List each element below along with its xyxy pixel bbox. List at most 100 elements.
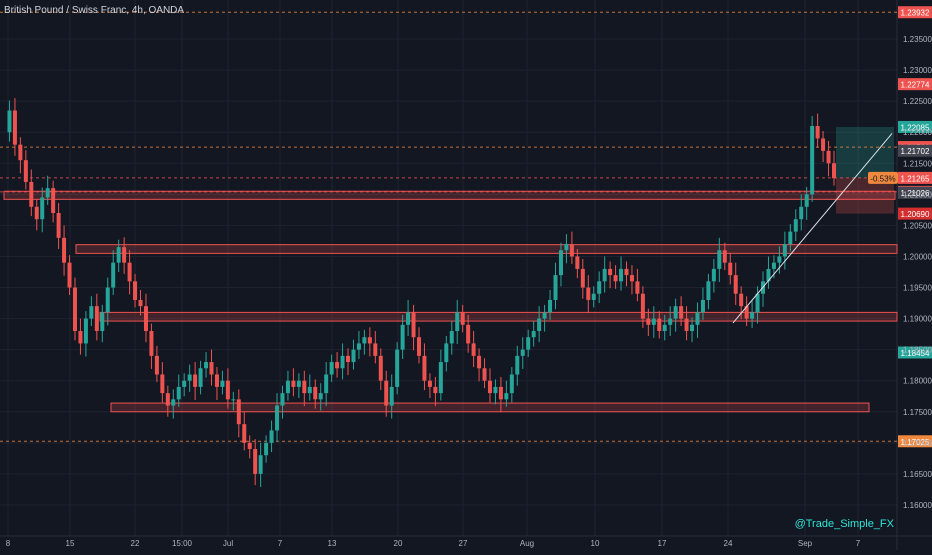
watermark-handle: @Trade_Simple_FX [794,518,894,530]
price-label: 1.21702 [898,144,932,157]
candle-body [400,324,405,350]
price-tick-label: 1.18000 [903,377,932,386]
candle-body [45,188,50,198]
candle-body [679,306,684,319]
price-label-text: 1.20690 [901,210,930,219]
candle-body [640,293,645,319]
price-label-text: 1.21702 [901,147,930,156]
grid-lines [0,0,897,536]
candle-body [651,318,656,325]
candle-body [329,362,334,375]
price-label-text: 1.18454 [901,349,930,358]
candle-body [706,281,711,300]
time-tick-label: 8 [6,539,11,548]
candle-body [695,312,700,325]
candle-body [673,306,678,319]
candle-body [23,160,28,182]
candle-body [793,219,798,232]
candle-body [542,312,547,319]
price-tick-label: 1.23500 [903,35,932,44]
position-profit-zone [836,126,894,178]
candle-body [72,287,77,332]
price-tick-label: 1.20500 [903,221,932,230]
candle-body [504,393,509,400]
price-tick-label: 1.17000 [903,439,932,448]
candle-body [750,312,755,319]
candle-body [209,362,214,375]
candle-body [422,355,427,381]
candle-body [198,368,203,387]
candle-body [717,250,722,269]
price-label-bg [898,171,932,184]
candle-body [580,268,585,288]
price-tick-label: 1.20000 [903,252,932,261]
candle-body [602,268,607,282]
candle-body [406,312,411,325]
time-tick-label: 24 [724,539,733,548]
candle-body [804,194,809,207]
support-resistance-zone [75,244,898,254]
price-tick-label: 1.16000 [903,501,932,510]
candle-body [586,287,591,300]
candle-body [591,293,596,300]
candle-body [225,380,230,400]
time-tick-label: Sep [798,539,813,548]
candle-body [782,244,787,257]
time-tick-label: 7 [856,539,861,548]
price-label-bg [898,207,932,220]
candle-body [149,331,154,356]
candle-body [498,386,503,400]
support-resistance-zone [99,311,898,322]
change-badge-bg [868,171,898,184]
candle-body [291,380,296,387]
time-tick-label: 15 [66,539,75,548]
candle-body [236,399,241,425]
candles [7,98,836,487]
candle-body [826,150,831,164]
support-resistance-zone [110,402,870,413]
candle-body [515,355,520,375]
candle-body [182,380,187,387]
candle-body [553,275,558,300]
candle-body [296,380,301,387]
candle-body [684,318,689,332]
candle-body [417,337,421,356]
candle-body [378,355,383,381]
candle-body [821,138,826,151]
price-tick-label: 1.22500 [903,97,932,106]
price-label: 1.22774 [898,78,932,91]
candle-body [662,324,667,332]
candle-body [105,287,110,313]
candle-body [176,386,181,400]
candle-body [171,399,176,406]
price-label-bg [898,435,932,448]
candle-body [766,268,771,282]
candle-body [799,206,804,220]
candle-body [143,306,148,332]
candle-body [728,262,733,276]
candle-body [711,268,716,282]
candle-body [471,343,476,356]
candle-body [771,262,776,269]
candle-body [558,250,563,276]
candle-body [815,126,820,139]
candle-body [351,349,356,363]
candle-body [569,244,574,257]
candle-body [258,455,263,474]
candle-body [575,256,580,269]
candle-body [7,110,12,133]
candle-body [127,262,132,282]
candle-body [482,368,487,381]
candle-body [133,281,138,300]
candle-body [187,374,192,381]
candle-body [242,424,247,443]
price-label-bg [898,120,932,133]
candle-body [613,275,618,282]
price-tick-label: 1.16500 [903,470,932,479]
candle-body [56,212,61,238]
candle-body [111,262,116,288]
candle-body [832,163,836,179]
candle-body [433,386,438,394]
